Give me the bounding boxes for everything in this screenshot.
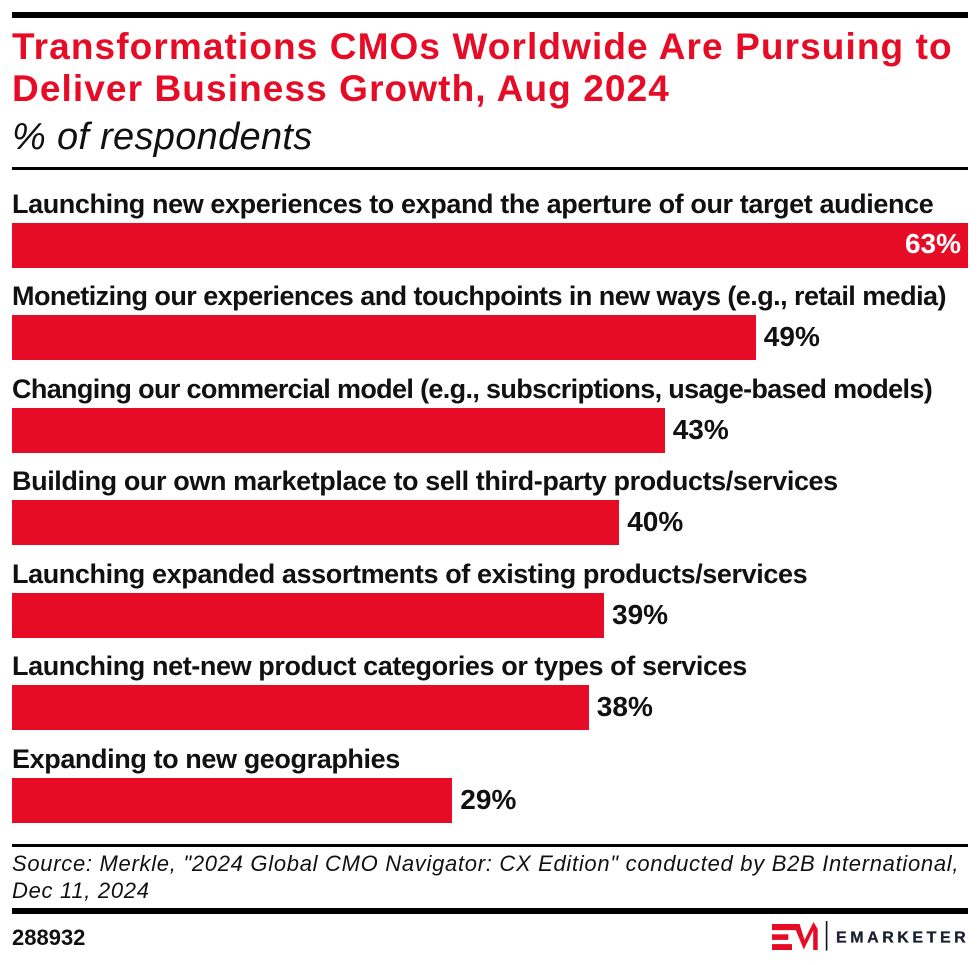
svg-text:EMARKETER: EMARKETER bbox=[836, 929, 969, 946]
